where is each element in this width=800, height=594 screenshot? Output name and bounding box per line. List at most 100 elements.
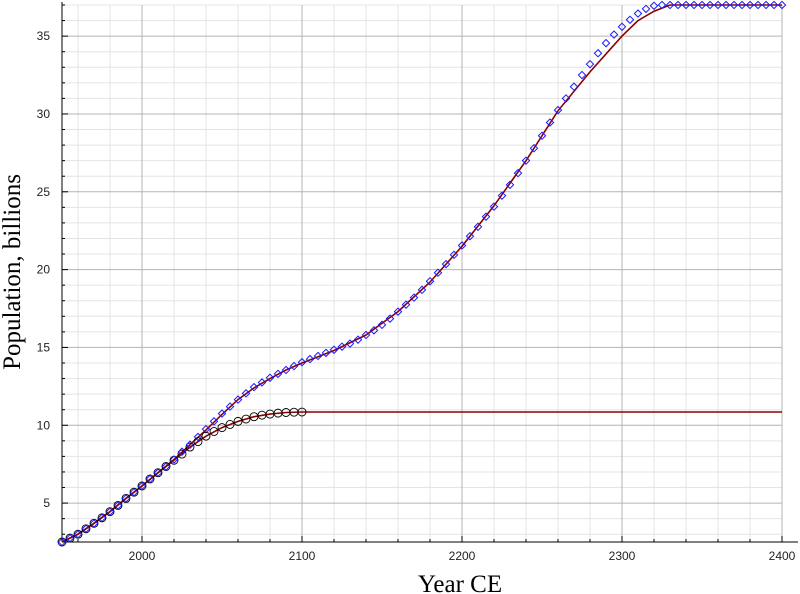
major-gridlines bbox=[62, 5, 783, 542]
marker-diamond bbox=[561, 94, 571, 103]
marker-diamond bbox=[705, 0, 715, 10]
marker-diamond bbox=[729, 0, 739, 10]
minor-gridlines bbox=[62, 4, 782, 542]
marker-diamond bbox=[457, 241, 467, 250]
marker-diamond bbox=[257, 378, 267, 387]
marker-diamond bbox=[529, 143, 539, 153]
marker-diamond bbox=[353, 335, 363, 344]
marker-circle bbox=[233, 416, 243, 426]
marker-diamond bbox=[465, 231, 475, 241]
y-tick-label: 25 bbox=[37, 185, 51, 199]
y-axis-title: Population, billions bbox=[0, 174, 26, 370]
marker-diamond bbox=[265, 373, 275, 383]
series-line-fit-low bbox=[61, 411, 782, 543]
marker-diamond bbox=[369, 326, 379, 335]
x-axis-title: Year CE bbox=[418, 571, 502, 594]
marker-diamond bbox=[665, 0, 675, 10]
marker-diamond bbox=[209, 417, 219, 426]
marker-diamond bbox=[169, 455, 179, 464]
marker-diamond bbox=[337, 342, 347, 351]
marker-diamond bbox=[585, 59, 595, 69]
marker-diamond bbox=[425, 276, 435, 286]
marker-diamond bbox=[601, 38, 611, 48]
marker-diamond bbox=[161, 462, 171, 471]
marker-diamond bbox=[657, 0, 667, 10]
marker-diamond bbox=[713, 0, 723, 10]
marker-diamond bbox=[401, 300, 411, 309]
marker-diamond bbox=[417, 285, 427, 295]
marker-circle bbox=[297, 407, 307, 417]
marker-circle bbox=[177, 449, 187, 459]
marker-diamond bbox=[273, 369, 283, 379]
marker-diamond bbox=[241, 389, 251, 398]
marker-diamond bbox=[489, 202, 499, 211]
marker-diamond bbox=[121, 494, 131, 503]
marker-diamond bbox=[321, 348, 331, 358]
marker-diamond bbox=[513, 168, 523, 178]
marker-circle bbox=[241, 414, 251, 424]
marker-diamond bbox=[137, 481, 147, 491]
marker-diamond bbox=[57, 537, 67, 547]
marker-diamond bbox=[65, 533, 75, 543]
marker-diamond bbox=[697, 0, 707, 10]
marker-diamond bbox=[81, 524, 91, 534]
marker-diamond bbox=[633, 9, 643, 18]
marker-diamond bbox=[145, 474, 155, 484]
marker-diamond bbox=[625, 15, 635, 25]
marker-diamond bbox=[689, 0, 699, 10]
marker-diamond bbox=[481, 212, 491, 221]
marker-diamond bbox=[593, 48, 603, 58]
marker-diamond bbox=[377, 320, 387, 330]
marker-diamond bbox=[497, 191, 507, 200]
marker-diamond bbox=[577, 70, 587, 80]
marker-diamond bbox=[537, 131, 547, 141]
marker-diamond bbox=[769, 0, 779, 10]
series-markers bbox=[57, 0, 787, 547]
marker-diamond bbox=[105, 507, 115, 516]
y-tick-label: 5 bbox=[43, 496, 50, 510]
marker-diamond bbox=[449, 250, 459, 260]
marker-diamond bbox=[721, 0, 731, 10]
marker-diamond bbox=[113, 501, 123, 510]
marker-diamond bbox=[177, 447, 187, 457]
axes bbox=[61, 2, 798, 543]
marker-diamond bbox=[569, 82, 579, 92]
x-tick-label: 2200 bbox=[449, 549, 476, 563]
marker-diamond bbox=[329, 345, 339, 355]
x-tick-label: 2000 bbox=[129, 549, 156, 563]
marker-diamond bbox=[649, 1, 659, 11]
marker-diamond bbox=[761, 0, 771, 10]
marker-diamond bbox=[409, 293, 419, 302]
marker-circle bbox=[225, 420, 235, 429]
tick-labels: 2000 2100 2200 2300 2400 5 10 15 20 25 30 35 bbox=[37, 29, 796, 563]
marker-diamond bbox=[737, 0, 747, 10]
x-tick-label: 2300 bbox=[609, 549, 636, 563]
marker-diamond bbox=[233, 395, 243, 404]
marker-diamond bbox=[305, 354, 315, 364]
marker-circle bbox=[201, 431, 211, 441]
marker-diamond bbox=[673, 0, 683, 10]
marker-diamond bbox=[129, 487, 139, 497]
marker-diamond bbox=[441, 259, 451, 269]
marker-diamond bbox=[73, 529, 83, 539]
x-tick-label: 2100 bbox=[289, 549, 316, 563]
marker-diamond bbox=[681, 0, 691, 10]
marker-circle bbox=[185, 442, 195, 452]
marker-diamond bbox=[553, 105, 563, 115]
y-tick-label: 30 bbox=[37, 107, 51, 121]
marker-diamond bbox=[433, 268, 443, 278]
marker-diamond bbox=[393, 307, 403, 316]
marker-diamond bbox=[345, 339, 355, 348]
marker-diamond bbox=[545, 118, 555, 127]
marker-diamond bbox=[217, 409, 227, 418]
series-lines bbox=[61, 4, 782, 543]
marker-diamond bbox=[473, 222, 483, 232]
marker-diamond bbox=[297, 357, 307, 367]
marker-circle bbox=[193, 437, 203, 447]
marker-diamond bbox=[641, 4, 651, 14]
marker-diamond bbox=[153, 468, 163, 478]
y-tick-label: 20 bbox=[37, 263, 51, 277]
marker-circle bbox=[217, 423, 227, 433]
marker-diamond bbox=[89, 519, 99, 528]
